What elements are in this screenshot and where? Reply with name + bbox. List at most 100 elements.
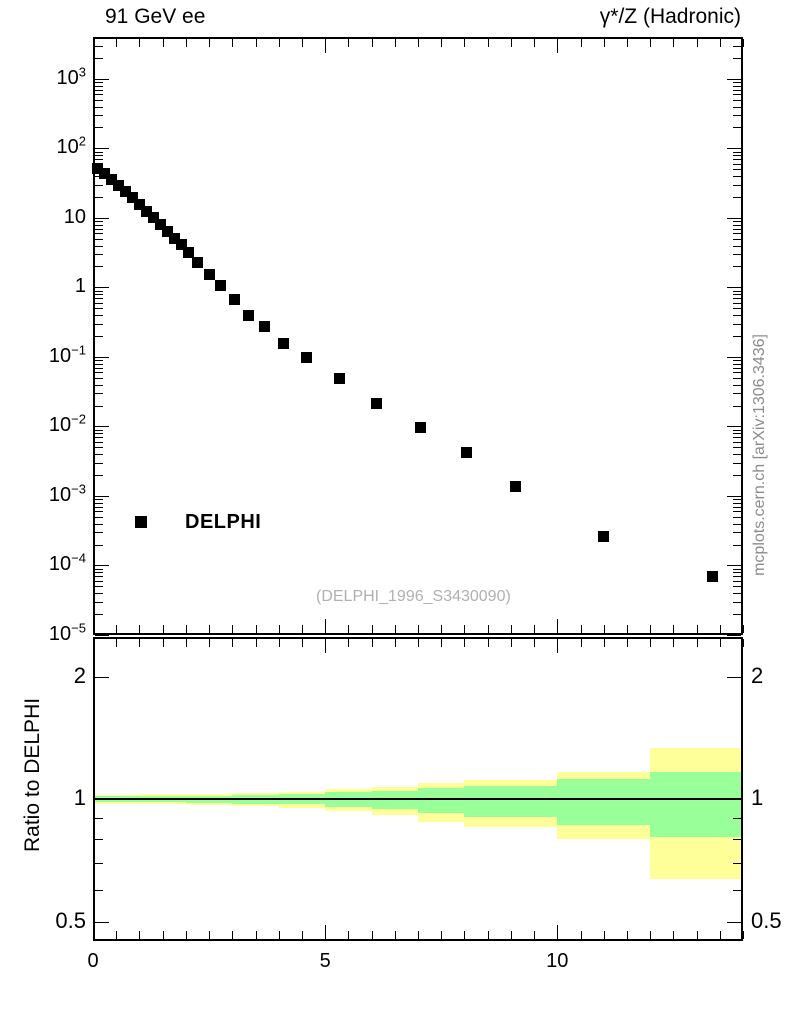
y-tick-major <box>95 384 103 386</box>
y-tick-major <box>727 495 741 497</box>
y-tick-major <box>95 360 103 362</box>
ratio-y-tick <box>95 818 103 820</box>
x-tick-top <box>301 39 303 47</box>
x-tick-top <box>371 39 373 47</box>
data-point <box>113 180 125 192</box>
y-tick-major <box>733 593 741 595</box>
ratio-x-tick-bottom <box>696 931 698 939</box>
data-point <box>215 280 227 292</box>
y-tick-major <box>95 89 103 91</box>
x-tick-bottom <box>441 625 443 633</box>
y-tick-major <box>733 155 741 157</box>
x-tick-top <box>209 39 211 47</box>
ratio-x-tick-bottom <box>557 925 559 939</box>
y-tick-minor <box>733 45 741 47</box>
y-tick-major <box>95 266 103 268</box>
y-tick-major <box>733 89 741 91</box>
y-tick-major <box>95 523 103 525</box>
band-inner <box>557 779 651 826</box>
y-tick-major <box>95 586 103 588</box>
y-tick-major <box>733 506 741 508</box>
ratio-x-tick-bottom <box>650 931 652 939</box>
y-tick-major <box>733 184 741 186</box>
y-tick-major <box>727 148 741 150</box>
y-tick-major <box>95 441 103 443</box>
ratio-x-tick-bottom <box>441 931 443 939</box>
y-tick-major <box>95 176 103 178</box>
x-tick-top <box>626 39 628 47</box>
y-tick-major <box>727 78 741 80</box>
ratio-x-tick-bottom <box>487 931 489 939</box>
y-tick-major <box>95 233 103 235</box>
main-y-tick-label: 10−1 <box>48 342 86 367</box>
ratio-x-tick-top <box>464 639 466 647</box>
ratio-x-tick-top <box>743 639 744 647</box>
y-tick-major <box>727 217 741 219</box>
ratio-x-tick-top <box>418 639 419 647</box>
x-tick-top <box>580 39 582 47</box>
y-tick-major <box>733 115 741 117</box>
ratio-x-tick-top <box>255 639 257 647</box>
x-tick-bottom <box>139 625 141 633</box>
y-tick-minor <box>733 57 741 59</box>
y-tick-major <box>95 196 103 198</box>
y-tick-major <box>733 228 741 230</box>
y-tick-major <box>733 502 741 504</box>
y-tick-major <box>95 228 103 230</box>
y-tick-major <box>95 336 103 337</box>
ratio-y-tick <box>95 799 109 801</box>
ratio-y-tick-label: 0.5 <box>55 908 86 934</box>
ratio-y-tick <box>733 637 741 638</box>
x-tick-label: 0 <box>87 950 99 972</box>
x-tick-bottom <box>696 625 698 633</box>
data-point <box>301 352 313 364</box>
data-point <box>147 212 159 224</box>
y-tick-major <box>95 78 109 80</box>
y-tick-major <box>95 294 103 296</box>
ratio-x-tick-bottom <box>464 931 466 939</box>
x-tick-label: 5 <box>319 950 331 972</box>
header-process-label: γ*/Z (Hadronic) <box>599 5 741 28</box>
y-tick-major <box>727 356 741 358</box>
y-tick-major <box>95 155 103 157</box>
data-point <box>140 205 152 217</box>
y-tick-major <box>733 294 741 296</box>
y-tick-major <box>733 85 741 87</box>
legend-item-label: DELPHI <box>185 511 262 533</box>
y-tick-major <box>733 614 741 616</box>
y-tick-major <box>95 238 103 240</box>
ratio-x-tick-bottom <box>162 931 164 939</box>
ratio-x-tick-top <box>441 639 443 647</box>
x-tick-top <box>719 39 721 47</box>
y-tick-major <box>95 405 103 407</box>
y-tick-major <box>95 614 103 616</box>
ratio-y-tick <box>95 838 103 840</box>
x-tick-bottom <box>325 619 327 633</box>
y-tick-major <box>733 254 741 256</box>
y-tick-major <box>95 377 103 379</box>
y-tick-major <box>733 462 741 464</box>
y-tick-major <box>95 576 103 578</box>
ratio-x-tick-top <box>139 639 141 647</box>
ratio-x-tick-bottom <box>348 931 350 939</box>
data-point <box>229 294 241 306</box>
y-tick-major <box>733 159 741 161</box>
ratio-x-tick-top <box>371 639 373 647</box>
ratio-x-tick-bottom <box>232 931 234 939</box>
data-point <box>182 246 194 258</box>
main-y-tick-label: 102 <box>56 133 86 159</box>
x-tick-bottom <box>348 625 350 633</box>
ratio-y-tick-label: 2 <box>73 662 86 688</box>
ratio-x-tick-top <box>673 639 675 647</box>
y-tick-major <box>95 393 103 395</box>
x-tick-top <box>185 39 187 47</box>
data-point <box>243 309 255 321</box>
y-tick-major <box>733 163 741 165</box>
data-point <box>133 199 145 211</box>
x-tick-bottom <box>626 625 628 633</box>
y-tick-major <box>95 601 103 603</box>
ratio-x-tick-top <box>325 639 327 653</box>
y-tick-major <box>733 429 741 431</box>
y-tick-major <box>95 462 103 464</box>
